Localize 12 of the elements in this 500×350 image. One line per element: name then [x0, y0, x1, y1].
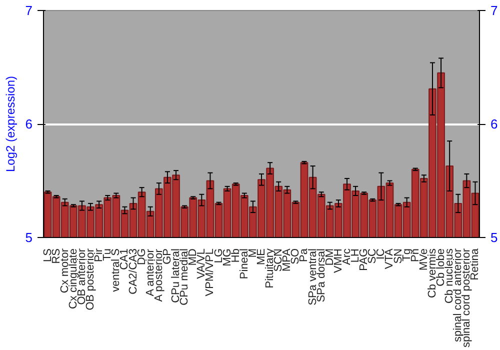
y-tick-label: 5 — [25, 230, 33, 245]
y2-tick-label: 6 — [490, 116, 498, 132]
y-tick-label: 7 — [25, 3, 33, 18]
x-tick-label: A posterior — [152, 248, 165, 302]
y2-tick-label: 7 — [490, 3, 498, 18]
x-tick-label: OB posterior — [84, 248, 97, 310]
y-tick-label: 6 — [25, 116, 33, 132]
x-tick-label: Tg — [400, 248, 413, 262]
y2-tick-label: 5 — [490, 230, 498, 245]
x-tick-label: RS — [50, 248, 62, 264]
y-axis-title: Log2 (expression) — [3, 76, 18, 172]
x-tick-label: Retina — [469, 248, 482, 280]
